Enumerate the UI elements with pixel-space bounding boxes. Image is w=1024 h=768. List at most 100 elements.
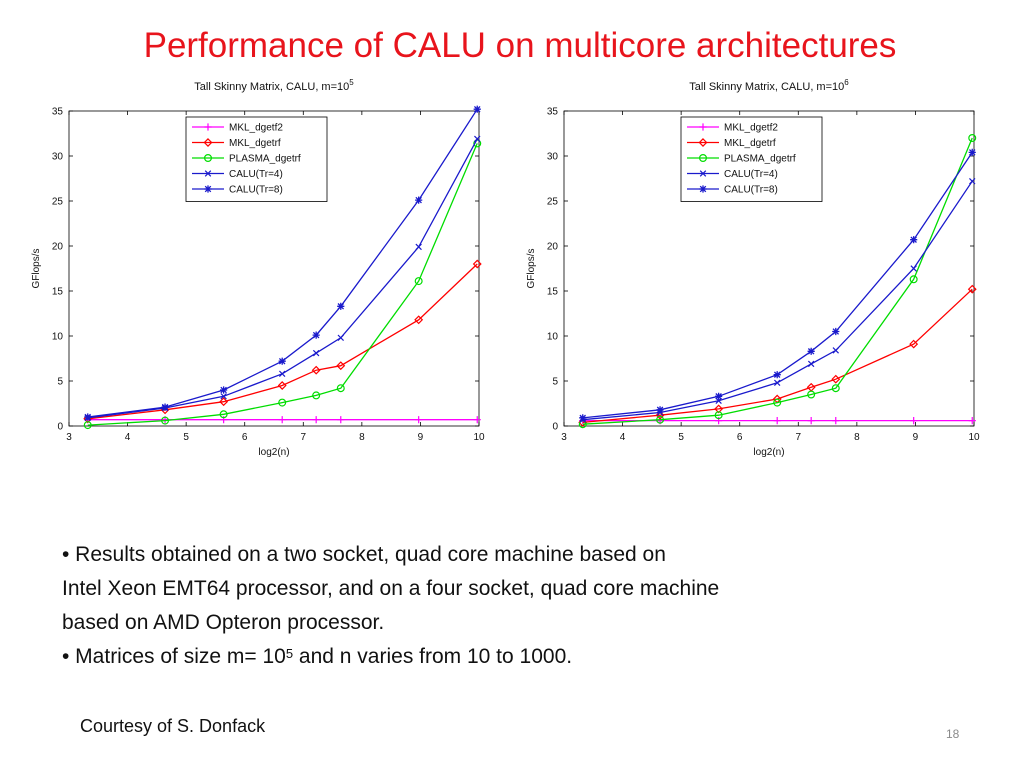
data-point-calu-tr-4 <box>807 360 815 368</box>
y-tick-label: 5 <box>57 377 63 388</box>
data-point-calu-tr-4 <box>832 347 839 354</box>
data-point-calu-tr-4 <box>278 370 286 378</box>
x-tick-label: 3 <box>66 432 72 443</box>
y-tick-label: 0 <box>552 422 558 433</box>
series-calu-tr-8 <box>84 105 481 421</box>
data-point-mkl-dgetrf <box>655 410 665 420</box>
series-line-calu-tr-4 <box>582 180 973 421</box>
data-point-mkl-dgetrf <box>909 339 919 349</box>
data-point-plasma-dgetrf <box>414 277 423 286</box>
bullet-2-prefix: • Matrices of size m= 10 <box>62 645 286 668</box>
data-point-calu-tr-8 <box>84 413 92 421</box>
data-point-mkl-dgetf2 <box>968 417 976 425</box>
series-line-calu-tr-8 <box>87 108 478 418</box>
legend-marker-calu-tr-4 <box>204 170 212 177</box>
data-point-calu-tr-4 <box>415 243 422 251</box>
y-tick-label: 25 <box>52 197 64 208</box>
data-point-calu-tr-4 <box>910 265 917 272</box>
legend-marker-plasma-dgetrf <box>699 153 708 162</box>
bullet-1-line-2: Intel Xeon EMT64 processor, and on a fou… <box>62 577 720 600</box>
legend-marker-mkl-dgetrf <box>203 138 213 147</box>
series-line-plasma-dgetrf <box>87 143 478 426</box>
data-point-calu-tr-8 <box>807 347 815 355</box>
y-tick-label: 10 <box>52 332 64 343</box>
legend-label-mkl-dgetf2: MKL_dgetf2 <box>724 123 778 134</box>
data-point-calu-tr-4 <box>969 177 976 185</box>
legend-label-mkl-dgetrf: MKL_dgetrf <box>229 138 281 149</box>
legend-label-calu-tr-8: CALU(Tr=8) <box>229 185 283 196</box>
data-point-mkl-dgetrf <box>277 381 287 390</box>
page-number: 18 <box>946 727 960 741</box>
data-point-calu-tr-8 <box>161 403 169 411</box>
bullet-text-block: • Results obtained on a two socket, quad… <box>62 538 942 674</box>
chart-title-main: Tall Skinny Matrix, CALU, m=10 <box>194 81 349 93</box>
series-calu-tr-8 <box>579 148 976 422</box>
series-plasma-dgetrf <box>83 139 482 430</box>
legend-marker-mkl-dgetf2 <box>204 123 212 131</box>
chart-title-main: Tall Skinny Matrix, CALU, m=10 <box>689 81 844 93</box>
y-tick-label: 35 <box>547 107 559 118</box>
bullet-2-exponent: 5 <box>285 646 294 661</box>
data-point-mkl-dgetrf <box>219 397 229 407</box>
data-point-plasma-dgetrf <box>83 421 92 430</box>
legend-label-mkl-dgetf2: MKL_dgetf2 <box>229 123 283 134</box>
legend-marker-calu-tr-4 <box>699 170 707 177</box>
data-point-mkl-dgetrf <box>336 361 346 371</box>
data-point-mkl-dgetrf <box>472 259 482 269</box>
y-tick-label: 30 <box>547 152 559 163</box>
y-tick-label: 15 <box>52 287 64 298</box>
legend-marker-calu-tr-8 <box>204 185 212 193</box>
x-axis-label: log2(n) <box>258 447 289 458</box>
chart-title-exponent: 6 <box>844 78 849 87</box>
slide-title: Performance of CALU on multicore archite… <box>143 26 897 65</box>
data-point-mkl-dgetrf <box>714 404 724 414</box>
x-tick-label: 8 <box>854 432 860 443</box>
legend: MKL_dgetf2 MKL_dgetrf PLASMA_dgetrf CALU(Tr… <box>185 116 328 202</box>
data-point-mkl-dgetf2 <box>807 417 815 425</box>
data-point-plasma-dgetrf <box>656 415 665 424</box>
data-point-mkl-dgetrf <box>311 365 321 375</box>
chart-title-exponent: 5 <box>349 78 354 87</box>
x-tick-label: 6 <box>737 432 743 443</box>
series-line-calu-tr-4 <box>87 138 478 419</box>
legend-marker-mkl-dgetf2 <box>699 123 707 131</box>
data-point-plasma-dgetrf <box>714 411 723 420</box>
legend-marker-calu-tr-8 <box>699 185 707 193</box>
data-point-calu-tr-8 <box>656 406 664 414</box>
data-point-calu-tr-4 <box>474 135 481 143</box>
data-point-plasma-dgetrf <box>312 391 321 400</box>
data-point-mkl-dgetf2 <box>473 416 481 424</box>
data-point-mkl-dgetrf <box>831 374 841 384</box>
data-point-mkl-dgetf2 <box>910 417 918 425</box>
y-tick-label: 10 <box>547 332 559 343</box>
data-point-mkl-dgetrf <box>967 284 977 294</box>
data-point-calu-tr-8 <box>473 105 481 113</box>
y-tick-label: 20 <box>547 242 559 253</box>
bullet-2-suffix: and n varies from 10 to 1000. <box>293 645 573 668</box>
data-point-mkl-dgetf2 <box>278 416 286 424</box>
data-point-plasma-dgetrf <box>831 384 840 393</box>
data-point-plasma-dgetrf <box>909 275 918 284</box>
y-tick-label: 20 <box>52 242 64 253</box>
data-point-calu-tr-4 <box>773 379 781 387</box>
legend-label-calu-tr-4: CALU(Tr=4) <box>229 169 283 180</box>
bullet-1-line-3: based on AMD Opteron processor. <box>62 611 385 634</box>
y-axis-label: GFlops/s <box>31 248 42 288</box>
x-tick-label: 10 <box>968 432 980 443</box>
y-tick-label: 0 <box>57 422 63 433</box>
data-point-calu-tr-4 <box>337 334 344 342</box>
series-plasma-dgetrf <box>578 133 977 429</box>
bullet-1-line-1: • Results obtained on a two socket, quad… <box>62 543 666 566</box>
data-point-mkl-dgetf2 <box>337 416 345 424</box>
x-tick-label: 10 <box>473 432 485 443</box>
legend-label-calu-tr-4: CALU(Tr=4) <box>724 169 778 180</box>
legend-label-plasma-dgetrf: PLASMA_dgetrf <box>229 154 301 165</box>
series-line-mkl-dgetrf <box>87 263 478 420</box>
x-tick-label: 3 <box>561 432 567 443</box>
data-point-calu-tr-4 <box>220 393 227 400</box>
x-tick-label: 9 <box>418 432 424 443</box>
data-point-calu-tr-8 <box>312 331 320 339</box>
data-point-calu-tr-8 <box>910 236 918 244</box>
x-tick-label: 8 <box>359 432 365 443</box>
